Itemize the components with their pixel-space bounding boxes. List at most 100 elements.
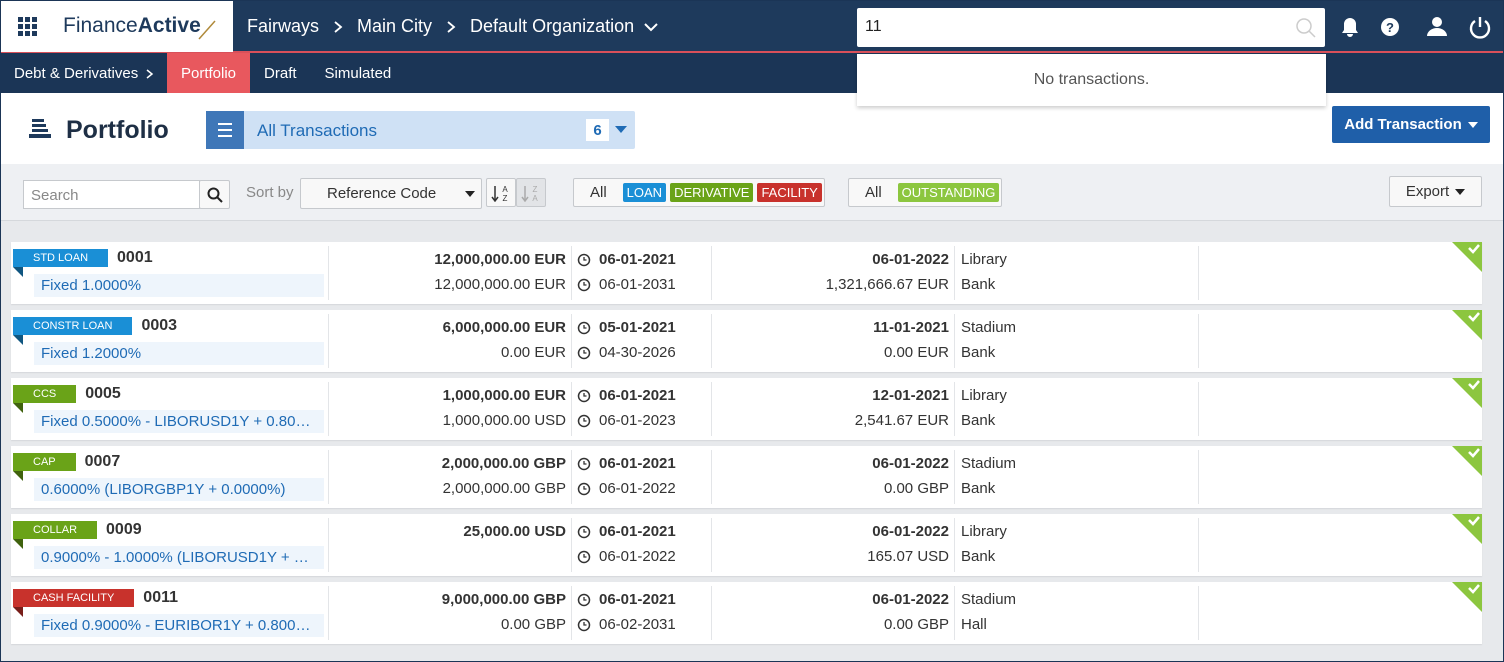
clock-hands [583,350,587,354]
amount-2: 2,000,000.00 GBP [442,480,566,497]
rate: Fixed 0.5000% - LIBORUSD1Y + 0.80… [34,410,324,433]
breadcrumb-item[interactable]: Main City [357,16,433,36]
column-divider [1198,382,1199,436]
search-button[interactable] [199,180,230,209]
global-search[interactable]: 11 [857,8,1325,47]
next-date: 06-01-2022 [872,591,949,608]
counterparty: Bank [961,412,996,429]
clock-face [577,525,591,539]
sort-select[interactable]: Reference Code [300,178,482,209]
transaction-row[interactable]: CCS 0005 Fixed 0.5000% - LIBORUSD1Y + 0.80… [11,378,1482,440]
filter-option[interactable]: All [590,184,607,201]
nav-tabs: Portfolio Draft Simulated [167,53,405,93]
apps-icon[interactable] [18,17,38,37]
place: Library [961,523,1007,540]
reference: 0001 [117,249,153,266]
column-divider [954,518,955,572]
next-amount: 2,541.67 EUR [854,412,949,429]
export-button[interactable]: Export [1389,176,1482,207]
status-check [1452,310,1482,340]
next-amount: 0.00 EUR [883,344,949,361]
start: 06-01-2021 [599,455,676,472]
counterparty: Hall [961,616,987,633]
brand-bold: Active [137,14,201,37]
clock-icon [577,618,591,632]
search-dropdown: No transactions. [857,54,1326,106]
next-amount: 1,321,666.67 EUR [825,276,949,293]
type-tag: CCS [13,385,77,403]
reference: 0005 [85,385,121,402]
rate: Fixed 1.2000% [34,342,324,365]
view-selector[interactable]: All Transactions 6 [206,111,635,149]
next-date: 06-01-2022 [872,251,949,268]
filter-option[interactable]: FACILITY [757,183,822,202]
export-label: Export [1405,183,1450,200]
svg-text:A: A [502,185,508,194]
check-mark [1468,516,1480,526]
transaction-list: STD LOAN 0001 Fixed 1.0000% 12,000,000.00 E… [1,222,1503,661]
breadcrumb-item[interactable]: Fairways [247,16,320,36]
header-icons[interactable]: ? [1337,15,1497,39]
clock-hands [583,554,587,558]
clock-icon [577,414,591,428]
check-mark [1468,584,1480,594]
counterparty: Bank [961,276,996,293]
filter-option[interactable]: All [865,184,882,201]
clock-icon [577,321,591,335]
transaction-row[interactable]: STD LOAN 0001 Fixed 1.0000% 12,000,000.00 E… [11,242,1482,304]
clock-face [577,346,591,360]
place: Library [961,387,1007,404]
tag-fold [13,607,23,617]
caret-path [644,22,658,31]
add-transaction-button[interactable]: Add Transaction [1332,106,1490,143]
row-head: CONSTR LOAN 0003 [13,317,177,335]
transaction-row[interactable]: CAP 0007 0.6000% (LIBORGBP1Y + 0.0000%) 2,0… [11,446,1482,508]
counterparty: Bank [961,480,996,497]
filter-option[interactable]: LOAN [622,183,667,202]
type-filters: All LOAN DERIVATIVE FACILITY [573,178,825,207]
type-tag: CAP [13,453,76,471]
transaction-row[interactable]: CONSTR LOAN 0003 Fixed 1.2000% 6,000,000.00… [11,310,1482,372]
top-bar: FinanceActive Fairways Main City Default O… [1,1,1503,53]
filter-option[interactable]: OUTSTANDING [897,183,1000,202]
filter-option[interactable]: DERIVATIVE [670,183,754,202]
sort-label: Sort by [246,184,294,201]
svg-text:?: ? [1386,20,1394,35]
row-head: CAP 0007 [13,453,120,471]
page-header: Portfolio All Transactions 6 Add Transac… [1,93,1503,164]
view-caret [615,126,627,133]
nav-tab[interactable]: Portfolio [167,53,251,93]
nav-section[interactable]: Debt & Derivatives [14,65,139,82]
next-date: 12-01-2021 [872,387,949,404]
amount-2: 0.00 GBP [500,616,566,633]
search-input[interactable]: Search [23,180,200,209]
next-date: 06-01-2022 [872,523,949,540]
reference: 0007 [84,453,121,470]
amount-2: 1,000,000.00 USD [442,412,566,429]
amount: 12,000,000.00 EUR [434,251,566,268]
tag-fold [13,471,23,481]
column-divider [328,450,329,504]
transaction-row[interactable]: COLLAR 0009 0.9000% - 1.0000% (LIBORUSD1Y … [11,514,1482,576]
caret [1467,121,1478,128]
status-check [1452,378,1482,408]
status-check [1452,446,1482,476]
rate: Fixed 1.0000% [34,274,324,297]
nav-tab[interactable]: Simulated [324,64,392,82]
clock-icon [577,593,591,607]
transaction-row[interactable]: CASH FACILITY 0011 Fixed 0.9000% - EURIBOR… [11,582,1482,644]
clock-hands [583,622,587,626]
column-divider [571,518,572,572]
check-mark [1468,312,1480,322]
type-tag: COLLAR [13,521,98,539]
column-divider [711,314,712,368]
amount: 2,000,000.00 GBP [441,455,566,472]
amount-2: 0.00 EUR [500,344,566,361]
clock-face [577,389,591,403]
nav-tab[interactable]: Draft [264,64,297,82]
breadcrumb-item[interactable]: Default Organization [470,16,635,36]
caret [465,191,475,197]
